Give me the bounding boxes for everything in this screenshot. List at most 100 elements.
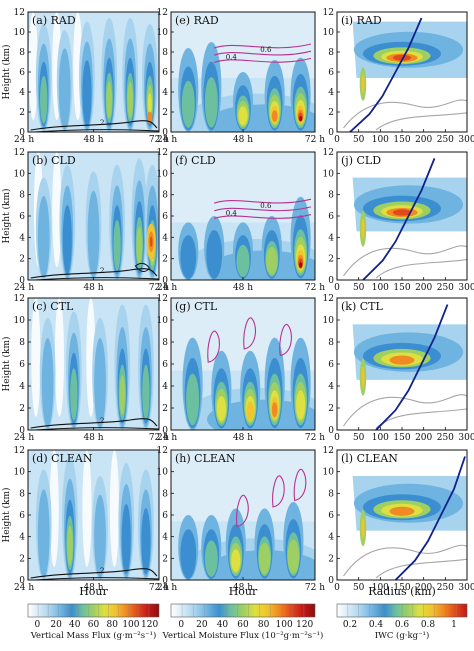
flux-column xyxy=(113,220,121,271)
colorbar-title: Vertical Moisture Flux (10⁻²g·m⁻²s⁻¹) xyxy=(162,630,324,641)
y-tick-label: 12 xyxy=(323,148,334,158)
eyewall-column xyxy=(361,517,365,539)
gray-contour xyxy=(375,558,467,579)
colorbar-title: IWC (g·kg⁻¹) xyxy=(375,630,430,641)
colorbar-tick-label: 80 xyxy=(106,620,118,630)
x-axis-label: Hour xyxy=(229,585,258,598)
y-tick-label: 0 xyxy=(328,276,334,286)
blue-contour xyxy=(394,456,466,580)
moisture-contour xyxy=(214,198,312,204)
low-flux-streak xyxy=(49,450,59,567)
moisture-column xyxy=(299,262,303,268)
moisture-contour xyxy=(207,330,221,363)
y-tick-label: 0 xyxy=(19,276,25,286)
eyewall-column xyxy=(361,218,365,240)
y-tick-label: 10 xyxy=(157,28,169,38)
moisture-contour xyxy=(236,494,249,528)
colorbar-tick-label: 0.6 xyxy=(395,620,410,630)
panel-a: 2 (a) RAD 0 2 4 6 8 10 12 24 h 48 h 72 h Height (km) xyxy=(1,8,169,145)
x-tick-label: 48 h xyxy=(83,433,103,443)
flux-column xyxy=(41,337,54,428)
y-tick-label: 0 xyxy=(19,576,25,586)
moisture-contour xyxy=(279,323,293,357)
surface-flux-contour xyxy=(30,120,158,131)
x-tick-label: 300 xyxy=(458,135,474,145)
flux-column xyxy=(106,81,113,119)
y-tick-label: 2 xyxy=(328,554,334,564)
y-tick-label: 0 xyxy=(328,128,334,138)
surface-flux-contour xyxy=(30,418,158,429)
gray-contour xyxy=(343,394,467,427)
y-tick-label: 2 xyxy=(328,108,334,118)
x-tick-label: 48 h xyxy=(233,433,253,443)
x-tick-label: 48 h xyxy=(83,283,103,293)
x-tick-label: 300 xyxy=(458,433,474,443)
flux-column xyxy=(87,190,100,278)
gray-contour xyxy=(343,99,467,129)
x-tick-label: 100 xyxy=(372,433,389,443)
moisture-contour xyxy=(243,317,257,350)
moisture-contour xyxy=(214,43,312,49)
flux-column xyxy=(94,494,106,578)
panel-label: (f) CLD xyxy=(175,154,216,167)
panel-label: (b) CLD xyxy=(32,154,76,167)
moisture-column xyxy=(236,244,250,278)
x-tick-label: 24 h xyxy=(14,135,34,145)
y-tick-label: 6 xyxy=(328,360,334,370)
y-tick-label: 8 xyxy=(19,338,25,348)
y-axis-label: Height (km) xyxy=(1,336,12,391)
y-tick-label: 2 xyxy=(19,554,25,564)
y-tick-label: 10 xyxy=(157,169,169,179)
x-tick-label: 100 xyxy=(372,583,389,593)
moisture-contour xyxy=(293,468,307,502)
contour-label: 2 xyxy=(100,567,104,575)
x-tick-label: 24 h xyxy=(157,583,177,593)
x-tick-label: 72 h xyxy=(149,433,169,443)
moisture-contour xyxy=(214,206,312,212)
moisture-column xyxy=(271,110,278,122)
y-tick-label: 0 xyxy=(19,426,25,436)
y-tick-label: 8 xyxy=(162,338,168,348)
x-tick-label: 300 xyxy=(458,283,474,293)
panel-label: (e) RAD xyxy=(175,14,219,27)
y-tick-label: 8 xyxy=(328,48,334,58)
colorbar-tick-label: 100 xyxy=(122,620,139,630)
y-tick-label: 10 xyxy=(323,316,335,326)
y-tick-label: 2 xyxy=(162,554,168,564)
x-tick-label: 50 xyxy=(353,135,365,145)
moisture-column xyxy=(287,539,300,574)
y-tick-label: 6 xyxy=(328,511,334,521)
colorbar-tick-label: 0.8 xyxy=(421,620,436,630)
surface-flux-contour xyxy=(34,277,159,280)
y-tick-label: 2 xyxy=(162,255,168,265)
x-tick-label: 50 xyxy=(353,283,365,293)
contour-label: 2 xyxy=(100,119,104,127)
panel-label: (c) CTL xyxy=(32,300,74,313)
ice-maximum xyxy=(392,54,412,61)
flux-column xyxy=(136,226,143,266)
x-tick-label: 48 h xyxy=(83,583,103,593)
y-tick-label: 0 xyxy=(162,576,168,586)
low-flux-streak xyxy=(109,450,120,567)
x-tick-label: 0 xyxy=(334,583,340,593)
panel-plot-area: 2 xyxy=(28,450,159,580)
y-tick-label: 10 xyxy=(14,28,26,38)
flux-column xyxy=(37,196,50,278)
panel-label: (h) CLEAN xyxy=(175,452,236,465)
panel-plot-area: 2 xyxy=(28,152,159,280)
x-tick-label: 0 xyxy=(334,433,340,443)
moisture-column xyxy=(181,80,195,128)
y-tick-label: 10 xyxy=(323,468,335,478)
moisture-column xyxy=(204,540,218,577)
blue-contour xyxy=(375,304,449,430)
panel-plot-area xyxy=(337,450,467,580)
y-tick-label: 4 xyxy=(328,88,334,98)
x-tick-label: 72 h xyxy=(305,433,325,443)
x-tick-label: 24 h xyxy=(157,135,177,145)
x-axis-label: Hour xyxy=(79,585,108,598)
panel-e: 0.4 0.6 (e) RAD 0 2 4 6 8 10 12 24 h 48 h 72 h xyxy=(157,8,326,145)
y-tick-label: 8 xyxy=(328,191,334,201)
y-tick-label: 6 xyxy=(328,68,334,78)
y-tick-label: 0 xyxy=(328,576,334,586)
